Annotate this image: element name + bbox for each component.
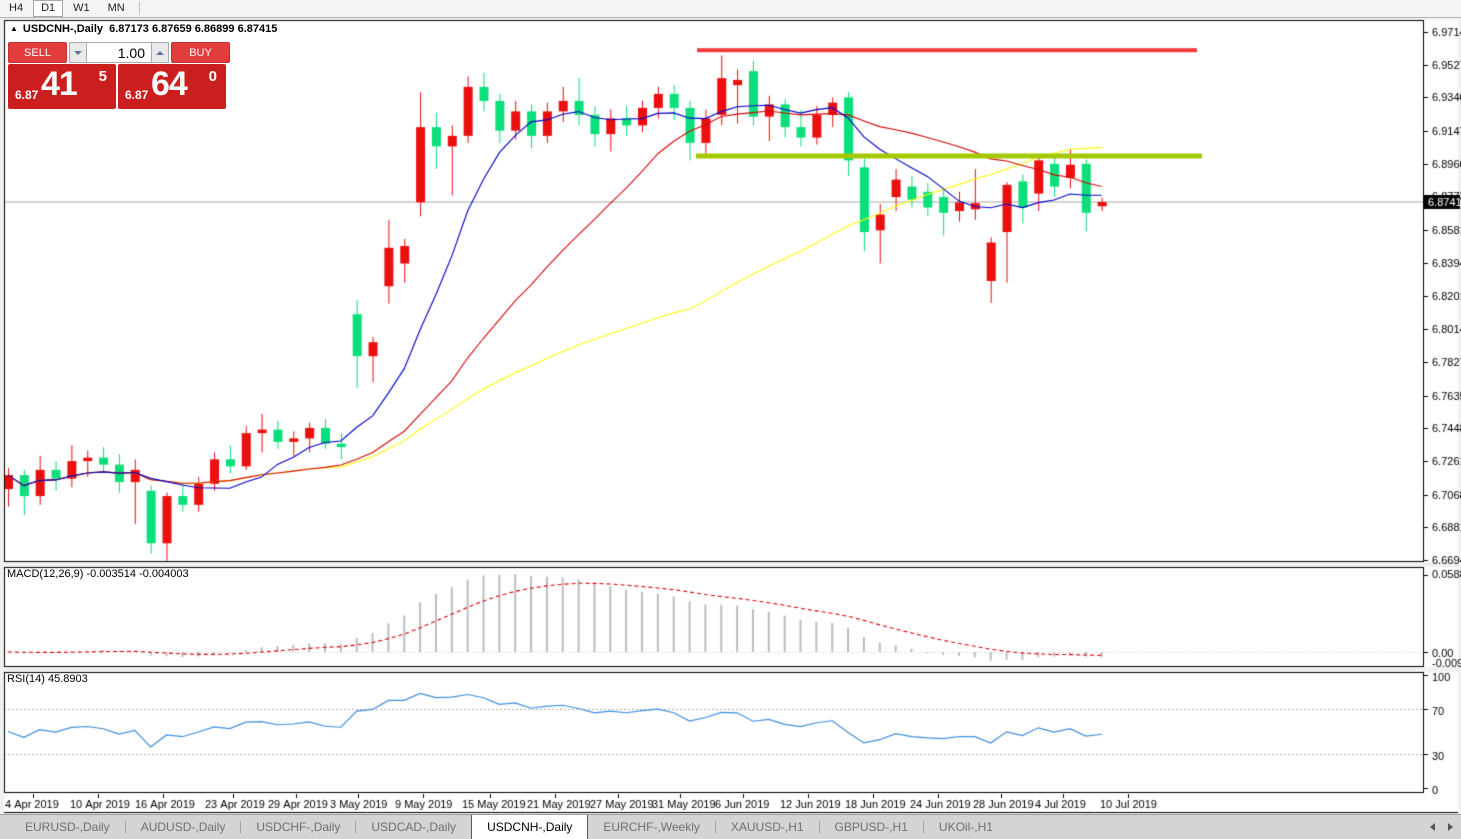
tab-separator	[922, 821, 924, 833]
sell-price-main: 41	[41, 65, 78, 103]
tab-separator	[714, 821, 716, 833]
tab-scroll-right-icon[interactable]	[1448, 823, 1453, 831]
chart-symbol-label: USDCNH-,Daily	[22, 23, 103, 35]
tab-scroll-left-icon[interactable]	[1430, 823, 1435, 831]
tab-usdcad-daily[interactable]: USDCAD-,Daily	[371, 820, 457, 834]
sell-price-pip: 5	[98, 68, 107, 85]
chart-title: ▲ USDCNH-,Daily 6.87173 6.87659 6.86899 6…	[10, 23, 277, 35]
tab-separator	[355, 821, 357, 833]
buy-price-main: 64	[151, 65, 188, 103]
chart-ohlc-values: 6.87173 6.87659 6.86899 6.87415	[109, 23, 278, 35]
collapse-triangle-icon[interactable]: ▲	[10, 24, 18, 33]
tab-eurusd-daily[interactable]: EURUSD-,Daily	[25, 820, 110, 834]
arrow-down-icon	[74, 50, 82, 55]
toolbar-separator	[138, 2, 140, 15]
timeframe-w1-button[interactable]: W1	[73, 2, 90, 14]
buy-button[interactable]: BUY	[171, 42, 230, 63]
tab-gbpusd-h1[interactable]: GBPUSD-,H1	[834, 820, 908, 834]
one-click-trade-panel: SELL BUY 6.87 41 5 6.87 64 0	[8, 42, 230, 109]
timeframe-d1-button[interactable]: D1	[33, 0, 64, 17]
tab-separator	[818, 821, 820, 833]
symbol-tab-bar: EURUSD-,Daily AUDUSD-,Daily USDCHF-,Dail…	[0, 814, 1461, 839]
arrow-up-icon	[156, 50, 164, 55]
tab-scroll-arrows	[1430, 815, 1461, 839]
sell-price-box[interactable]: 6.87 41 5	[8, 64, 116, 109]
volume-decrease-button[interactable]	[69, 42, 87, 63]
buy-price-box[interactable]: 6.87 64 0	[118, 64, 226, 109]
tab-separator	[124, 821, 126, 833]
buy-price-prefix: 6.87	[125, 88, 149, 102]
buy-price-pip: 0	[208, 68, 217, 85]
tab-ukoil-h1[interactable]: UKOil-,H1	[938, 820, 993, 834]
tab-xauusd-h1[interactable]: XAUUSD-,H1	[730, 820, 804, 834]
sell-price-prefix: 6.87	[15, 88, 39, 102]
tab-eurchf-weekly[interactable]: EURCHF-,Weekly	[603, 820, 700, 834]
volume-input[interactable]	[87, 42, 151, 63]
volume-increase-button[interactable]	[151, 42, 169, 63]
timeframe-h4-button[interactable]: H4	[9, 2, 24, 14]
tab-separator	[240, 821, 242, 833]
macd-indicator-label: MACD(12,26,9) -0.003514 -0.004003	[7, 568, 189, 580]
timeframe-mn-button[interactable]: MN	[107, 2, 125, 14]
tab-audusd-daily[interactable]: AUDUSD-,Daily	[140, 820, 226, 834]
rsi-indicator-label: RSI(14) 45.8903	[7, 673, 88, 685]
tab-usdcnh-daily[interactable]: USDCNH-,Daily	[471, 815, 589, 839]
tab-usdchf-daily[interactable]: USDCHF-,Daily	[256, 820, 341, 834]
timeframe-toolbar: H4 D1 W1 MN	[0, 0, 1461, 18]
sell-button[interactable]: SELL	[8, 42, 67, 63]
